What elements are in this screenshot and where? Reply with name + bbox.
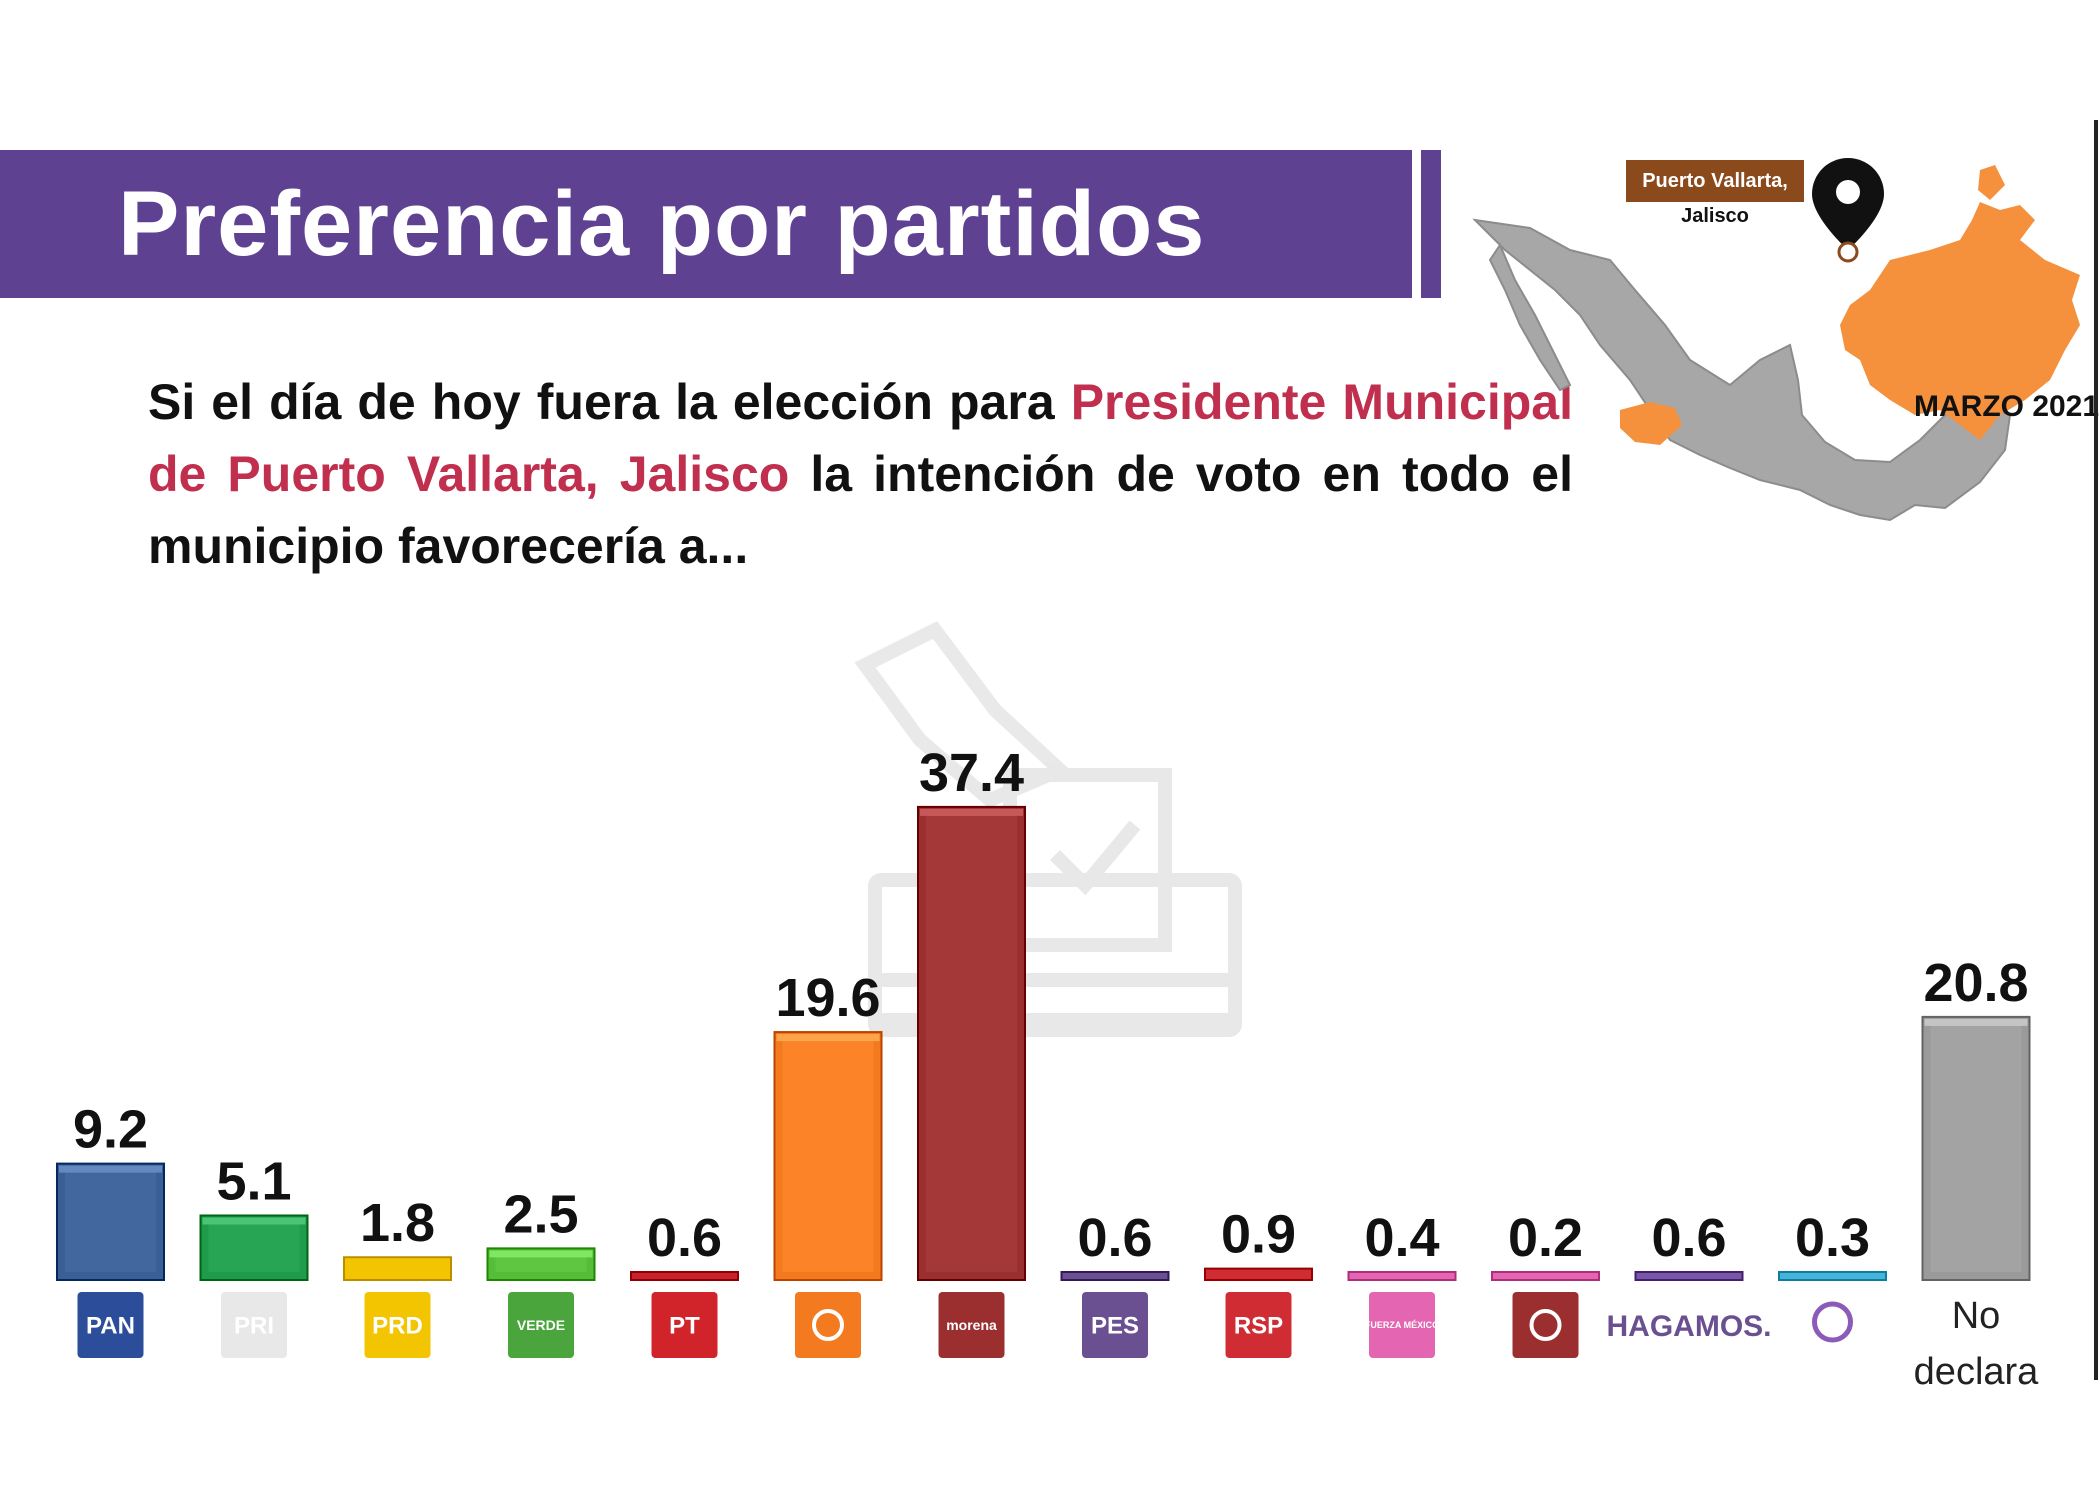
bar-mc — [773, 1031, 883, 1281]
question-text-start: Si el día de hoy fuera la elección para — [148, 374, 1071, 430]
bar-no-declara — [1921, 1015, 2031, 1281]
bar-futuro — [1491, 1271, 1600, 1281]
survey-question: Si el día de hoy fuera la elección para … — [148, 366, 1573, 582]
bar-prd — [343, 1256, 452, 1281]
bar-rsp — [1204, 1267, 1313, 1281]
right-border-rule — [2094, 120, 2098, 1380]
value-label-prd: 1.8 — [360, 1193, 435, 1253]
bar-somos — [1778, 1271, 1887, 1281]
party-logos-group: PAN PRI PRD VERDE PT morena PES RSP FUERZA MÉXIC… — [77, 1292, 2039, 1393]
mexico-country-shape — [1472, 218, 2012, 522]
value-label-no-declara: 20.8 — [1923, 953, 2028, 1013]
pes-logo-icon: PES — [1082, 1292, 1148, 1358]
bar-pes — [1060, 1271, 1170, 1281]
question-text-end: la intención de voto en todo el municipi… — [148, 446, 1573, 574]
value-label-hagamos-: 0.6 — [1651, 1208, 1726, 1268]
hagamos-logo-icon: HAGAMOS. — [1607, 1310, 1772, 1343]
header-banner — [0, 150, 1412, 298]
jalisco-on-country-shape — [1620, 402, 1682, 445]
fuerza-mexico-logo-icon: FUERZA MÉXICO — [1365, 1292, 1439, 1358]
pri-logo-icon: PRI — [221, 1292, 287, 1358]
svg-text:PAN: PAN — [86, 1312, 135, 1339]
bar-pri — [199, 1214, 309, 1281]
svg-text:morena: morena — [946, 1317, 997, 1333]
value-labels-group: 9.2 5.1 1.8 2.5 0.6 19.6 37.4 0.6 0.9 0.4 0.2 0.6 0.… — [73, 743, 2029, 1268]
svg-text:PT: PT — [669, 1312, 700, 1339]
futuro-logo-icon — [1512, 1292, 1579, 1358]
value-label-verde: 2.5 — [503, 1184, 578, 1244]
location-label: Puerto Vallarta, — [1626, 160, 1804, 202]
svg-text:PRI: PRI — [234, 1312, 274, 1339]
mc-logo-icon — [795, 1292, 861, 1358]
rsp-logo-icon: RSP — [1225, 1292, 1292, 1358]
value-label-fuerza-m-xico: 0.4 — [1364, 1208, 1439, 1268]
value-label-morena: 37.4 — [919, 743, 1024, 803]
value-label-pes: 0.6 — [1077, 1208, 1152, 1268]
bar-verde — [486, 1247, 596, 1281]
pan-logo-icon: PAN — [77, 1292, 144, 1358]
location-sublabel: Jalisco — [1681, 205, 1749, 227]
value-label-rsp: 0.9 — [1221, 1205, 1296, 1265]
svg-text:declara: declara — [1914, 1351, 2039, 1393]
svg-text:PRD: PRD — [372, 1312, 423, 1339]
header-banner-accent — [1421, 150, 1441, 298]
value-label-pt: 0.6 — [647, 1208, 722, 1268]
jalisco-state-shape — [1840, 165, 2080, 440]
svg-text:VERDE: VERDE — [517, 1317, 565, 1333]
svg-text:PES: PES — [1091, 1312, 1139, 1339]
ballot-box-watermark-icon — [854, 621, 1242, 1037]
bar-fuerza-m-xico — [1347, 1271, 1457, 1281]
bar-pan — [56, 1162, 165, 1281]
page-title: Preferencia por partidos — [118, 173, 1206, 275]
value-label-pri: 5.1 — [216, 1151, 291, 1211]
svg-text:HAGAMOS.: HAGAMOS. — [1607, 1310, 1772, 1343]
svg-text:No: No — [1952, 1295, 2001, 1337]
bar-morena — [917, 805, 1026, 1281]
category-label-no-declara: No declara — [1914, 1295, 2039, 1393]
bar-pt — [630, 1271, 739, 1281]
prd-logo-icon: PRD — [364, 1292, 431, 1358]
pt-logo-icon: PT — [651, 1292, 718, 1358]
svg-text:FUERZA MÉXICO: FUERZA MÉXICO — [1365, 1320, 1439, 1330]
party-preference-chart: 9.2 5.1 1.8 2.5 0.6 19.6 37.4 0.6 0.9 0.4 0.2 0.6 0.… — [0, 600, 2100, 1420]
value-label-pan: 9.2 — [73, 1100, 148, 1160]
value-label-mc: 19.6 — [775, 968, 880, 1028]
bar-chart: 9.2 5.1 1.8 2.5 0.6 19.6 37.4 0.6 0.9 0.4 0.2 0.6 0.… — [56, 621, 2039, 1393]
value-label-somos: 0.3 — [1795, 1208, 1870, 1268]
bars-group — [56, 805, 2031, 1281]
question-highlight: Presidente Municipal de Puerto Vallarta,… — [148, 374, 1574, 502]
morena-logo-icon: morena — [938, 1292, 1005, 1358]
survey-date: MARZO 2021 — [1914, 390, 2100, 423]
verde-logo-icon: VERDE — [508, 1292, 574, 1358]
somos-logo-icon — [1812, 1301, 1853, 1343]
bar-hagamos- — [1634, 1271, 1744, 1281]
value-label-futuro: 0.2 — [1508, 1208, 1583, 1268]
mexico-map-icon — [1472, 158, 2080, 522]
svg-text:RSP: RSP — [1234, 1312, 1283, 1339]
